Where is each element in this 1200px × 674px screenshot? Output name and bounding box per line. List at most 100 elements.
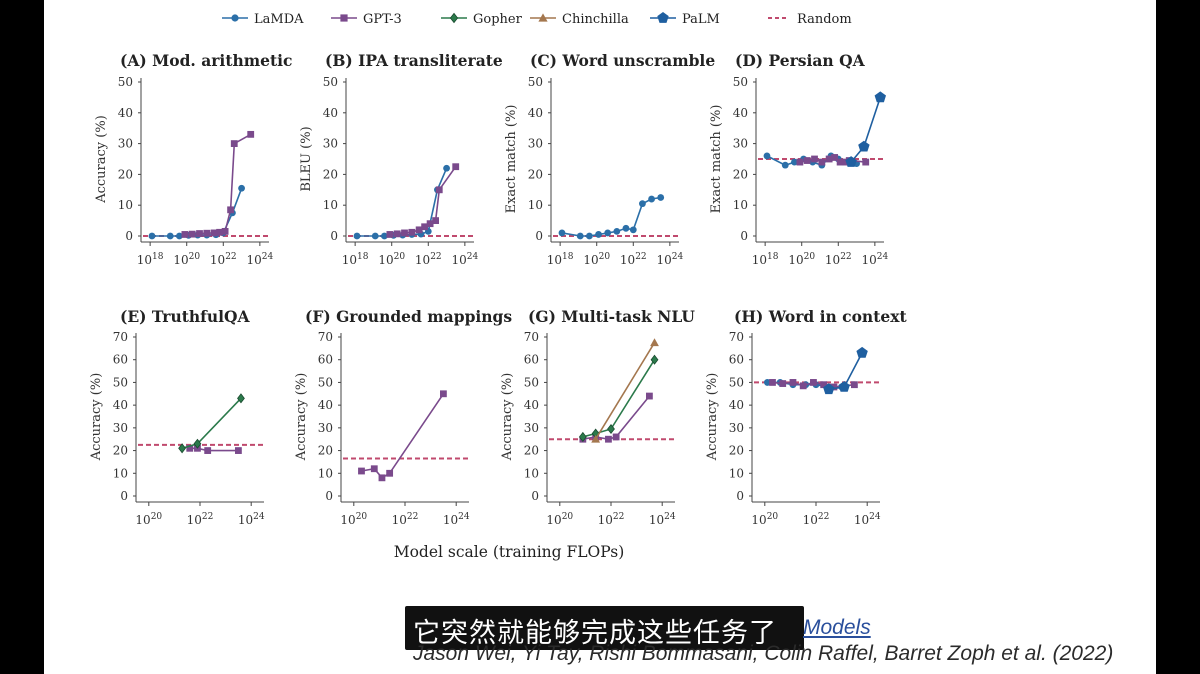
- legend-label: Chinchilla: [562, 12, 629, 27]
- series-gopher: [178, 393, 245, 454]
- x-tick-label: 1020: [340, 512, 367, 527]
- y-tick-label: 10: [323, 198, 338, 212]
- data-point: [639, 200, 646, 208]
- y-tick-label: 0: [125, 229, 133, 243]
- x-tick-label: 1020: [788, 252, 815, 267]
- y-tick-label: 30: [318, 421, 333, 435]
- y-tick-label: 20: [323, 167, 338, 181]
- x-tick-label: 1024: [861, 252, 888, 267]
- x-tick-label: 1020: [378, 252, 405, 267]
- data-point: [230, 140, 238, 147]
- panel-title: (G) Multi-task NLU: [528, 307, 695, 326]
- data-point: [381, 232, 388, 240]
- data-point: [607, 423, 615, 435]
- y-tick-label: 20: [318, 444, 333, 458]
- data-point: [203, 229, 211, 237]
- data-point: [358, 467, 365, 475]
- legend-item-chinchilla: Chinchilla: [530, 12, 629, 27]
- data-point: [558, 229, 566, 237]
- data-point: [650, 354, 659, 365]
- data-point: [181, 231, 189, 238]
- data-point: [862, 158, 870, 166]
- data-point: [178, 443, 186, 454]
- data-point: [595, 231, 602, 238]
- x-tick-label: 1018: [137, 252, 164, 267]
- y-tick-label: 70: [524, 330, 539, 344]
- data-point: [586, 232, 593, 240]
- citation-link[interactable]: Models: [803, 616, 871, 639]
- data-point: [188, 230, 196, 238]
- y-tick-label: 20: [729, 444, 744, 458]
- y-tick-label: 50: [118, 75, 133, 89]
- y-tick-label: 10: [113, 466, 128, 480]
- y-axis-label: Accuracy (%): [294, 373, 309, 462]
- data-point: [401, 229, 408, 237]
- x-tick-label: 1022: [187, 512, 214, 527]
- data-point: [426, 220, 434, 228]
- data-point: [838, 381, 850, 392]
- data-point: [370, 465, 378, 473]
- x-tick-label: 1022: [598, 512, 625, 527]
- data-point: [613, 227, 621, 235]
- data-point: [166, 232, 174, 240]
- data-point: [799, 382, 807, 390]
- legend-item-gpt-3: GPT-3: [331, 12, 402, 27]
- y-tick-label: 30: [733, 137, 748, 151]
- video-subtitle: 它突然就能够完成这些任务了: [413, 618, 777, 649]
- data-point: [646, 392, 653, 400]
- data-point: [443, 164, 450, 172]
- y-tick-label: 10: [524, 466, 539, 480]
- legend-item-random: Random: [768, 12, 852, 27]
- series-gpt-3: [186, 444, 242, 454]
- y-tick-label: 50: [318, 375, 333, 389]
- data-point: [452, 163, 460, 171]
- y-tick-label: 50: [733, 75, 748, 89]
- x-tick-label: 1020: [173, 252, 200, 267]
- data-point: [378, 474, 386, 482]
- y-axis-label: Accuracy (%): [94, 115, 109, 204]
- legend-item-gopher: Gopher: [441, 12, 523, 27]
- series-chinchilla: [591, 338, 659, 443]
- y-tick-label: 30: [113, 421, 128, 435]
- data-point: [657, 12, 669, 23]
- y-tick-label: 50: [323, 75, 338, 89]
- data-point: [612, 433, 620, 441]
- x-tick-label: 1022: [415, 252, 442, 267]
- y-tick-label: 30: [118, 137, 133, 151]
- y-tick-label: 40: [323, 106, 338, 120]
- y-axis-label: Exact match (%): [709, 105, 724, 214]
- x-tick-label: 1024: [649, 512, 676, 527]
- data-point: [830, 383, 838, 391]
- panel-title: (D) Persian QA: [735, 51, 866, 70]
- data-point: [576, 232, 584, 240]
- x-tick-label: 1024: [656, 252, 683, 267]
- y-tick-label: 10: [729, 466, 744, 480]
- data-point: [825, 155, 833, 163]
- data-point: [763, 379, 771, 386]
- panel-f: (F) Grounded mappings0102030405060701020…: [294, 307, 512, 527]
- y-axis-label: BLEU (%): [299, 126, 314, 191]
- y-tick-label: 60: [729, 353, 744, 367]
- data-point: [810, 379, 817, 386]
- series-line: [189, 447, 239, 452]
- series-line: [850, 97, 882, 163]
- y-tick-label: 0: [740, 229, 748, 243]
- y-tick-label: 50: [729, 375, 744, 389]
- y-axis-label: Exact match (%): [504, 105, 519, 214]
- data-point: [629, 226, 637, 234]
- shared-x-axis-label: Model scale (training FLOPs): [394, 543, 625, 561]
- x-tick-label: 1020: [546, 512, 573, 527]
- data-point: [353, 232, 361, 240]
- y-tick-label: 60: [524, 353, 539, 367]
- x-tick-label: 1024: [238, 512, 265, 527]
- data-point: [789, 379, 797, 386]
- x-tick-label: 1022: [825, 252, 852, 267]
- series-line: [184, 133, 252, 236]
- data-point: [650, 338, 659, 347]
- y-tick-label: 30: [528, 137, 543, 151]
- panel-title: (E) TruthfulQA: [120, 307, 250, 326]
- y-tick-label: 10: [318, 466, 333, 480]
- data-point: [237, 393, 245, 404]
